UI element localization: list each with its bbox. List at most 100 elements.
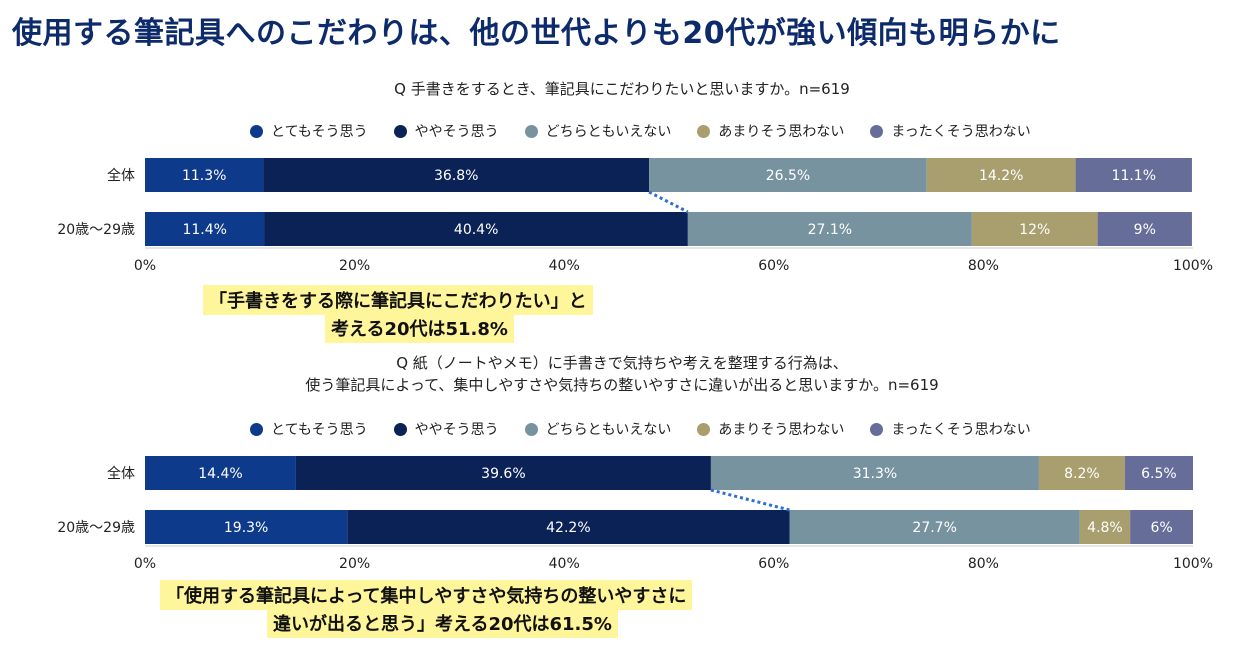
tick-label: 100%: [1173, 258, 1213, 274]
tick-label: 40%: [549, 556, 580, 572]
bar-segment: [1097, 212, 1192, 246]
legend-label: まったくそう思わない: [891, 124, 1031, 140]
data-label: 36.8%: [434, 168, 478, 184]
legend-swatch: [697, 422, 711, 436]
legend-label: ややそう思う: [414, 124, 499, 140]
data-label: 39.6%: [481, 466, 525, 482]
bar-segment: [1075, 158, 1192, 192]
tick-label: 40%: [549, 258, 580, 274]
bar-segment: [145, 456, 296, 490]
tick-label: 80%: [968, 258, 999, 274]
legend-item: あまりそう思わない: [697, 419, 844, 439]
data-label: 9%: [1134, 222, 1156, 238]
legend-item: とてもそう思う: [250, 121, 368, 141]
data-label: 4.8%: [1087, 520, 1123, 536]
stacked-bar-chart-2: 全体 20歳〜29歳 14.4% 39.6% 31.3% 8.2% 6.5% 19.3% 42.…: [57, 456, 1213, 572]
tick-label: 0%: [134, 556, 156, 572]
legend-item: どちらともいえない: [524, 419, 672, 439]
data-label: 31.3%: [853, 466, 897, 482]
data-label: 11.1%: [1112, 168, 1156, 184]
legend-label: まったくそう思わない: [891, 422, 1031, 438]
bar-segment: [789, 510, 1080, 544]
legend-swatch: [870, 422, 884, 436]
bar-segment: [1079, 510, 1131, 544]
connector-line: [710, 488, 790, 512]
legend-label: とてもそう思う: [271, 422, 368, 438]
tick-label: 60%: [758, 556, 789, 572]
legend-item: まったくそう思わない: [870, 419, 1031, 439]
data-label: 6%: [1150, 520, 1172, 536]
legend-item: ややそう思う: [393, 419, 499, 439]
legend-item: どちらともいえない: [524, 121, 672, 141]
data-label: 42.2%: [546, 520, 590, 536]
legend-item: とてもそう思う: [250, 419, 368, 439]
legend-swatch: [524, 124, 538, 138]
question-2-line-2: 使う筆記具によって、集中しやすさや気持ちの整いやすさに違いが出ると思いますか。n…: [305, 376, 939, 394]
bar-segment: [145, 510, 348, 544]
data-label: 26.5%: [766, 168, 810, 184]
category-label: 20歳〜29歳: [57, 520, 135, 536]
data-label: 12%: [1019, 222, 1050, 238]
bar-segment: [1130, 510, 1193, 544]
bar-segment: [710, 456, 1039, 490]
data-label: 11.4%: [182, 222, 226, 238]
connector-line: [648, 190, 689, 214]
data-label: 6.5%: [1141, 466, 1177, 482]
question-1: Q 手書きをするとき、筆記具にこだわりたいと思いますか。n=619: [394, 80, 850, 98]
legend-label: どちらともいえない: [545, 124, 672, 140]
legend-item: ややそう思う: [393, 121, 499, 141]
bar-segment: [263, 158, 650, 192]
bar-segment: [1124, 456, 1193, 490]
callout-1-line-1: 「手書きをする際に筆記具にこだわりたい」と: [203, 285, 593, 315]
page-headline: 使用する筆記具へのこだわりは、他の世代よりも20代が強い傾向も明らかに: [12, 16, 1061, 51]
legend-swatch: [524, 422, 538, 436]
bar-segment: [347, 510, 790, 544]
category-label: 全体: [107, 465, 135, 482]
data-label: 14.4%: [198, 466, 242, 482]
legend-label: あまりそう思わない: [718, 422, 845, 438]
question-2-line-1: Q 紙（ノートやメモ）に手書きで気持ちや考えを整理する行為は、: [396, 354, 848, 372]
tick-label: 0%: [134, 258, 156, 274]
tick-label: 80%: [968, 556, 999, 572]
data-label: 11.3%: [182, 168, 226, 184]
legend-swatch: [697, 124, 711, 138]
callout-1-line-2: 考える20代は51.8%: [325, 313, 514, 343]
legend-swatch: [870, 124, 884, 138]
tick-label: 20%: [339, 258, 370, 274]
legend-swatch: [250, 422, 263, 436]
data-label: 8.2%: [1064, 466, 1100, 482]
legend-label: あまりそう思わない: [718, 124, 845, 140]
legend-label: とてもそう思う: [271, 124, 368, 140]
legend-label: ややそう思う: [414, 422, 499, 438]
data-label: 19.3%: [224, 520, 268, 536]
data-label: 27.1%: [808, 222, 852, 238]
legend-swatch: [393, 422, 407, 436]
tick-label: 20%: [339, 556, 370, 572]
legend-1: とてもそう思う ややそう思う どちらともいえない あまりそう思わない まったくそ…: [250, 121, 1150, 141]
stacked-bar-chart-1: 全体 20歳〜29歳 11.3% 36.8% 26.5% 14.2% 11.1% 11.4% 4…: [57, 158, 1213, 274]
legend-swatch: [393, 124, 407, 138]
legend-item: あまりそう思わない: [697, 121, 844, 141]
bar-segment: [1038, 456, 1125, 490]
data-label: 14.2%: [979, 168, 1023, 184]
category-label: 全体: [107, 167, 135, 184]
bar-segment: [649, 158, 927, 192]
tick-label: 60%: [758, 258, 789, 274]
data-label: 27.7%: [912, 520, 956, 536]
bar-segment: [145, 212, 265, 246]
callout-2-line-2: 違いが出ると思う」考える20代は61.5%: [267, 608, 618, 638]
legend-item: まったくそう思わない: [870, 121, 1031, 141]
legend-label: どちらともいえない: [545, 422, 672, 438]
category-label: 20歳〜29歳: [57, 222, 135, 238]
bar-segment: [926, 158, 1076, 192]
bar-segment: [264, 212, 688, 246]
bar-segment: [295, 456, 711, 490]
data-label: 40.4%: [454, 222, 498, 238]
tick-label: 100%: [1173, 556, 1213, 572]
legend-swatch: [250, 124, 263, 138]
bar-segment: [145, 158, 264, 192]
legend-2: とてもそう思う ややそう思う どちらともいえない あまりそう思わない まったくそ…: [250, 419, 1150, 439]
callout-2-line-1: 「使用する筆記具によって集中しやすさや気持ちの整いやすさに: [160, 580, 693, 610]
bar-segment: [971, 212, 1098, 246]
bar-segment: [687, 212, 972, 246]
